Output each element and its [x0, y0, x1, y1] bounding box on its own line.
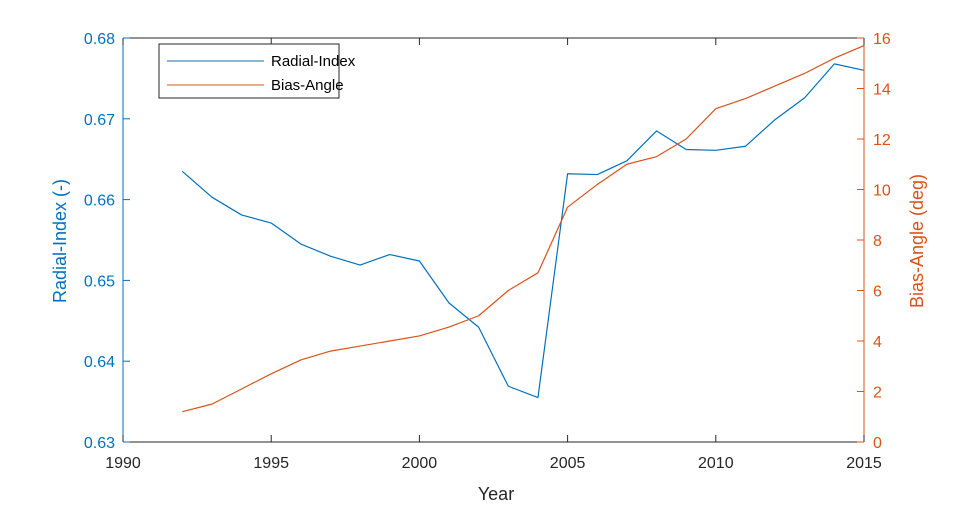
tick-labels: 1990 1995 2000 2005 2010 20150.630.640.650.66… — [84, 31, 891, 472]
left-y-tick-label: 0.66 — [84, 193, 115, 210]
right-y-tick-label: 6 — [873, 284, 882, 301]
legend: Radial-Index Bias-Angle — [158, 43, 356, 99]
legend-label-bias-angle: Bias-Angle — [271, 77, 344, 94]
right-y-tick-label: 12 — [873, 132, 891, 149]
left-y-tick-label: 0.65 — [84, 273, 115, 290]
right-y-tick-label: 0 — [873, 435, 882, 452]
right-y-tick-label: 2 — [873, 385, 882, 402]
x-tick-label: 2010 — [698, 455, 734, 472]
x-tick-label: 1995 — [253, 455, 289, 472]
series-line-bias-angle — [182, 45, 865, 413]
left-y-tick-label: 0.68 — [84, 31, 115, 48]
right-y-tick-label: 16 — [873, 31, 891, 48]
x-tick-label: 2005 — [550, 455, 586, 472]
x-tick-label: 1990 — [105, 455, 141, 472]
right-y-tick-label: 4 — [873, 334, 882, 351]
left-y-tick-label: 0.63 — [84, 435, 115, 452]
x-tick-label: 2000 — [402, 455, 438, 472]
left-y-tick-label: 0.64 — [84, 354, 115, 371]
right-y-tick-label: 8 — [873, 233, 882, 250]
x-tick-label: 2015 — [846, 455, 882, 472]
left-y-tick-label: 0.67 — [84, 112, 115, 129]
plot-lines — [181, 45, 865, 413]
right-y-axis-title: Bias-Angle (deg) — [907, 174, 927, 308]
axes — [122, 37, 865, 443]
right-y-tick-label: 14 — [873, 82, 891, 99]
series-line-radial-index — [181, 63, 865, 399]
legend-box — [158, 43, 340, 99]
left-y-axis-title: Radial-Index (-) — [50, 179, 70, 303]
right-y-tick-label: 10 — [873, 183, 891, 200]
legend-label-radial-index: Radial-Index — [271, 53, 356, 70]
x-axis-title: Year — [478, 484, 514, 504]
